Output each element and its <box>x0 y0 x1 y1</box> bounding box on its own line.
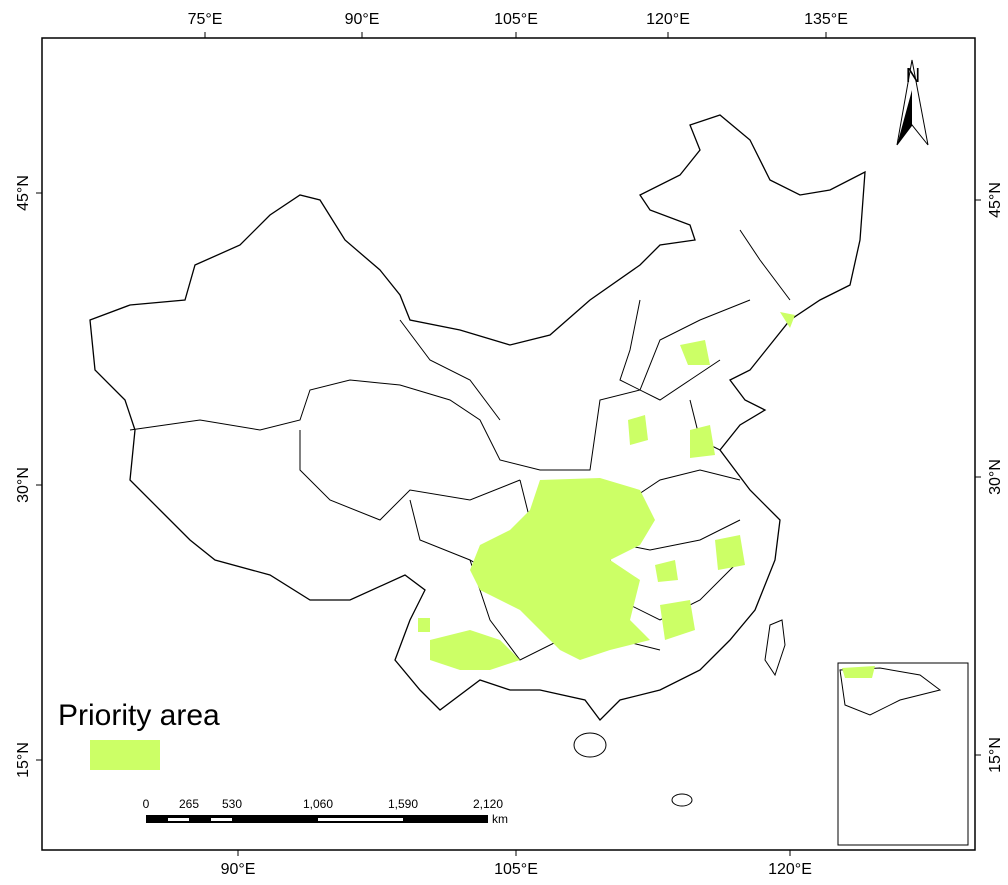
north-label: N <box>906 65 920 87</box>
top-tick-label: 75°E <box>188 11 223 28</box>
scale-label: 1,590 <box>388 797 418 811</box>
right-tick-label: 30°N <box>987 459 1004 495</box>
scale-label: 0 <box>143 797 150 811</box>
scale-bar-segment <box>318 818 403 821</box>
left-tick-label: 45°N <box>15 175 32 211</box>
graticule-labels: 75°E 90°E 105°E 120°E 135°E 90°E 105°E 120°E 45°… <box>15 11 1004 878</box>
scale-bar-segment <box>211 818 232 821</box>
bottom-tick-label: 120°E <box>768 861 812 878</box>
legend-swatch <box>90 740 160 770</box>
scale-bar-frame <box>146 815 488 823</box>
right-tick-label: 45°N <box>987 182 1004 218</box>
left-tick-label: 15°N <box>15 742 32 778</box>
bottom-tick-label: 105°E <box>494 861 538 878</box>
top-tick-label: 135°E <box>804 11 848 28</box>
island <box>764 619 786 677</box>
island <box>671 793 693 807</box>
scale-label: 265 <box>179 797 199 811</box>
scale-label: 2,120 <box>473 797 503 811</box>
priority-patches <box>418 312 795 670</box>
right-tick-label: 15°N <box>987 737 1004 773</box>
left-tick-label: 30°N <box>15 467 32 503</box>
island <box>573 732 607 758</box>
top-tick-label: 120°E <box>646 11 690 28</box>
top-tick-label: 105°E <box>494 11 538 28</box>
scale-bar-segment <box>168 818 189 821</box>
scale-unit: km <box>492 812 508 826</box>
legend-title: Priority area <box>58 699 220 732</box>
inset-coast <box>839 667 942 716</box>
bottom-tick-label: 90°E <box>221 861 256 878</box>
scale-label: 530 <box>222 797 242 811</box>
top-tick-label: 90°E <box>345 11 380 28</box>
scale-label: 1,060 <box>303 797 333 811</box>
inset-patch <box>842 666 875 678</box>
north-arrow-fill <box>897 90 912 145</box>
